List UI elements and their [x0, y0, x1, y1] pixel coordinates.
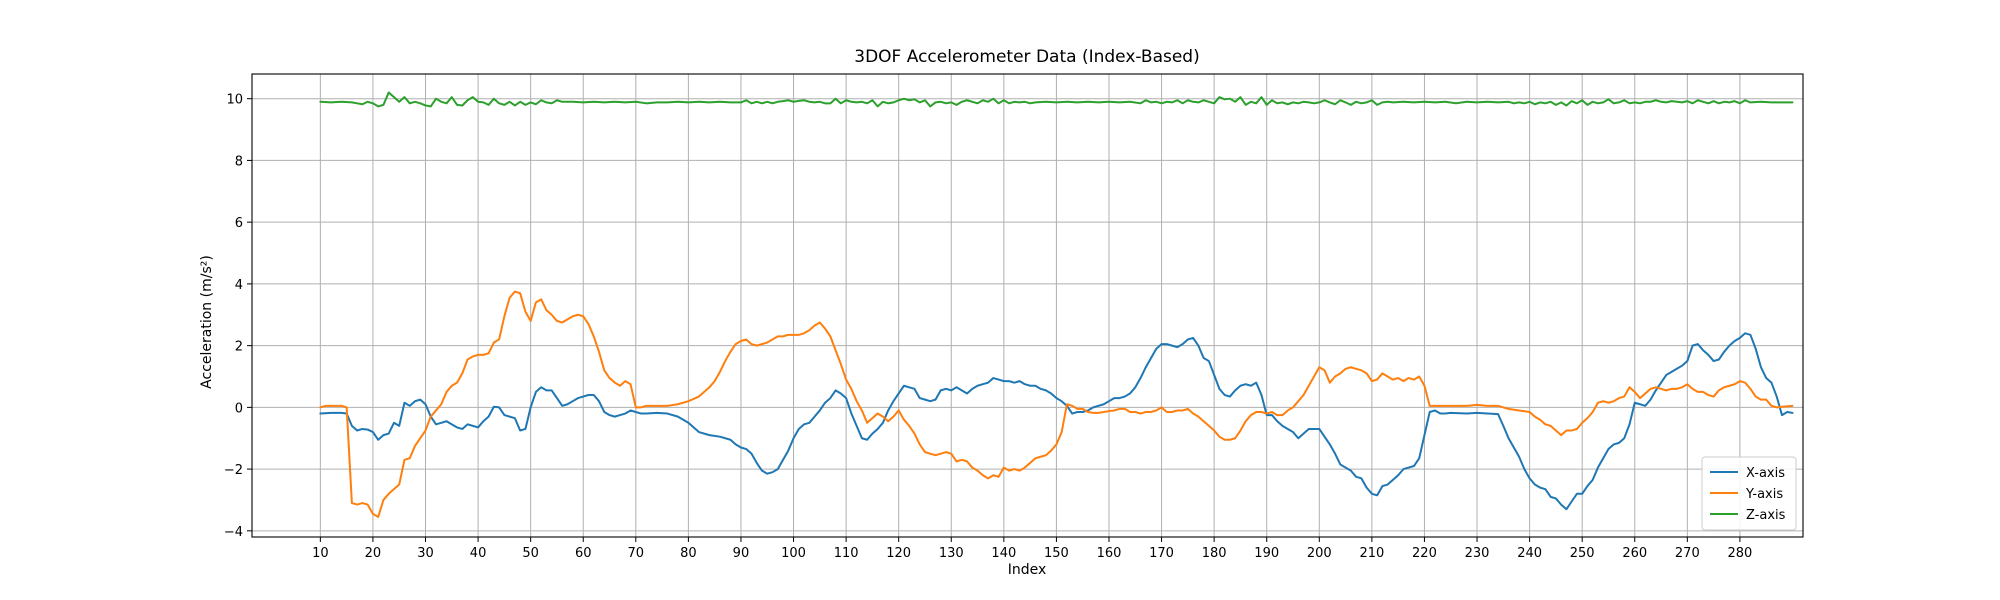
x-tick-label: 180 — [1202, 546, 1227, 561]
x-tick-label: 280 — [1727, 546, 1752, 561]
x-tick-label: 170 — [1149, 546, 1174, 561]
x-tick-label: 270 — [1675, 546, 1700, 561]
x-tick-label: 150 — [1044, 546, 1069, 561]
y-tick-label: 6 — [235, 216, 243, 231]
x-tick-label: 100 — [781, 546, 806, 561]
x-tick-label: 30 — [417, 546, 434, 561]
y-tick-label: −2 — [224, 463, 243, 478]
y-tick-label: −4 — [224, 525, 243, 540]
x-tick-label: 120 — [886, 546, 911, 561]
legend: X-axis Y-axis Z-axis — [1701, 456, 1797, 531]
ticks-layer: 10 20 30 40 50 60 70 80 90 100 110 120 130 140 150 160 1… — [224, 93, 1752, 561]
x-tick-label: 40 — [470, 546, 487, 561]
y-tick-label: 8 — [235, 154, 243, 169]
plot-area: 10 20 30 40 50 60 70 80 90 100 110 120 130 140 150 160 1… — [224, 73, 1804, 561]
z-axis-series-line — [319, 91, 1794, 108]
x-tick-label: 60 — [575, 546, 592, 561]
x-tick-label: 240 — [1517, 546, 1542, 561]
x-tick-label: 200 — [1307, 546, 1332, 561]
x-tick-label: 90 — [733, 546, 750, 561]
x-tick-label: 50 — [522, 546, 539, 561]
x-tick-label: 160 — [1097, 546, 1122, 561]
x-tick-label: 190 — [1254, 546, 1279, 561]
x-tick-label: 80 — [680, 546, 697, 561]
legend-label: Z-axis — [1746, 508, 1786, 523]
y-axis-series-line — [319, 290, 1794, 518]
y-tick-label: 2 — [235, 340, 243, 355]
legend-box — [1701, 456, 1797, 531]
x-tick-label: 250 — [1570, 546, 1595, 561]
x-tick-label: 210 — [1359, 546, 1384, 561]
x-tick-label: 110 — [834, 546, 859, 561]
legend-label: X-axis — [1746, 466, 1785, 481]
x-tick-label: 220 — [1412, 546, 1437, 561]
x-tick-label: 230 — [1465, 546, 1490, 561]
chart-title: 3DOF Accelerometer Data (Index-Based) — [854, 47, 1199, 67]
y-tick-label: 4 — [235, 278, 243, 293]
x-tick-label: 20 — [365, 546, 382, 561]
grid-layer — [252, 74, 1803, 537]
series-layer — [319, 91, 1794, 518]
y-tick-label: 0 — [235, 401, 243, 416]
axes-frame — [251, 73, 1804, 538]
legend-label: Y-axis — [1745, 487, 1783, 502]
x-axis-series-line — [319, 332, 1794, 511]
y-tick-label: 10 — [226, 93, 243, 108]
x-tick-label: 130 — [939, 546, 964, 561]
x-tick-label: 10 — [312, 546, 329, 561]
x-tick-label: 140 — [991, 546, 1016, 561]
x-tick-label: 260 — [1622, 546, 1647, 561]
x-axis-label: Index — [1008, 562, 1047, 578]
y-axis-label: Acceleration (m/s²) — [199, 255, 215, 389]
x-tick-label: 70 — [628, 546, 645, 561]
